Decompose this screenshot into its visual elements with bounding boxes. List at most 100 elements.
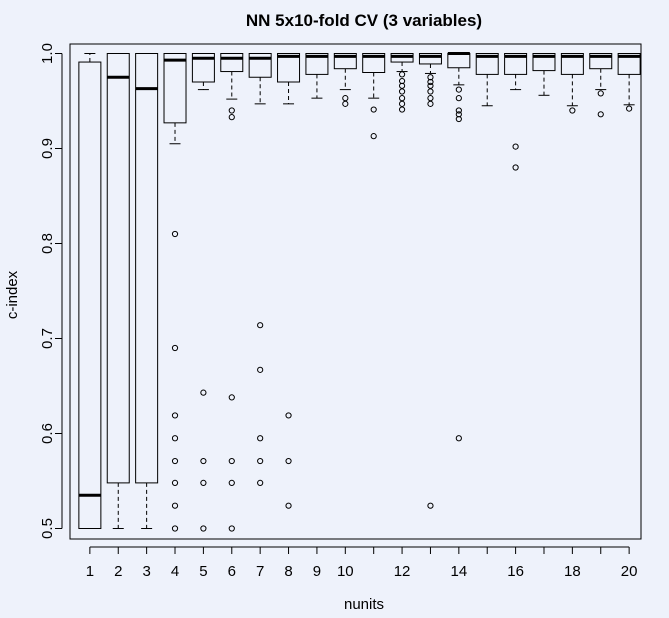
outlier-point xyxy=(257,457,264,465)
box-iqr xyxy=(504,53,528,75)
outlier-point xyxy=(427,78,434,86)
outlier-point xyxy=(228,457,235,465)
box-5 xyxy=(191,53,215,532)
box-3 xyxy=(135,53,159,529)
box-7 xyxy=(248,53,272,486)
x-tick-label: 20 xyxy=(621,563,638,580)
box-20 xyxy=(617,53,641,112)
outlier-point xyxy=(200,525,207,532)
box-iqr xyxy=(220,53,244,73)
outlier-point xyxy=(257,435,264,442)
outlier-point xyxy=(398,88,406,95)
outlier-point xyxy=(455,107,462,114)
outlier-point xyxy=(597,90,604,97)
outlier-point xyxy=(398,106,406,113)
outlier-point xyxy=(427,100,434,107)
box-17 xyxy=(532,53,556,96)
y-tick-label: 0.5 xyxy=(39,518,56,539)
outlier-point xyxy=(455,86,462,93)
outlier-point xyxy=(171,230,179,238)
y-axis-label: c-index xyxy=(4,270,21,319)
outlier-point xyxy=(285,457,292,465)
box-19 xyxy=(589,53,613,118)
box-15 xyxy=(475,53,499,107)
box-iqr xyxy=(163,53,187,124)
box-iqr xyxy=(617,53,641,75)
x-tick-label: 8 xyxy=(284,563,292,580)
box-4 xyxy=(163,53,187,532)
outlier-point xyxy=(228,394,235,401)
outlier-point xyxy=(427,502,434,509)
outlier-point xyxy=(342,100,349,107)
x-tick-label: 10 xyxy=(337,563,354,580)
x-tick-label: 5 xyxy=(199,563,207,580)
box-iqr xyxy=(191,53,215,83)
outlier-point xyxy=(228,525,235,532)
box-6 xyxy=(220,53,244,532)
outlier-point xyxy=(427,82,434,89)
outlier-point xyxy=(285,412,292,419)
plot-frame xyxy=(69,43,642,540)
outlier-point xyxy=(171,435,179,442)
x-tick-label: 16 xyxy=(507,563,524,580)
box-iqr xyxy=(106,53,130,484)
outlier-point xyxy=(455,115,462,123)
outlier-point xyxy=(171,412,179,419)
boxes-layer xyxy=(78,52,641,532)
outlier-point xyxy=(626,105,633,112)
outlier-point xyxy=(512,164,519,171)
box-iqr xyxy=(78,61,102,530)
x-axis: 1 2 3 4 5 6 7 8 9 10 12 14 16 18 20 xyxy=(86,546,638,580)
outlier-point xyxy=(257,479,264,486)
outlier-point xyxy=(285,502,292,509)
box-9 xyxy=(305,53,329,99)
outlier-point xyxy=(597,111,604,118)
outlier-point xyxy=(171,344,179,352)
y-tick-label: 0.6 xyxy=(39,423,56,444)
outlier-point xyxy=(171,525,179,532)
outlier-point xyxy=(200,457,207,465)
outlier-point xyxy=(569,107,576,114)
box-iqr xyxy=(305,53,329,75)
box-2 xyxy=(106,53,130,529)
box-16 xyxy=(504,53,528,171)
box-iqr xyxy=(418,53,442,65)
box-14 xyxy=(447,52,471,442)
y-tick-label: 0.8 xyxy=(39,233,56,254)
box-10 xyxy=(333,53,357,107)
y-tick-label: 0.7 xyxy=(39,328,56,349)
outlier-point xyxy=(398,100,406,107)
outlier-point xyxy=(171,457,179,465)
x-tick-label: 18 xyxy=(564,563,581,580)
outlier-point xyxy=(228,114,235,121)
outlier-point xyxy=(398,95,406,102)
x-tick-label: 2 xyxy=(114,563,122,580)
x-tick-label: 1 xyxy=(86,563,94,580)
outlier-point xyxy=(398,71,406,78)
box-iqr xyxy=(277,53,301,83)
outlier-point xyxy=(512,143,519,150)
y-tick-label: 0.9 xyxy=(39,138,56,159)
box-iqr xyxy=(560,53,584,75)
outlier-point xyxy=(427,95,434,102)
outlier-point xyxy=(200,479,207,486)
box-iqr xyxy=(135,53,159,484)
x-tick-label: 4 xyxy=(171,563,179,580)
y-axis: 0.5 0.6 0.7 0.8 0.9 1.0 xyxy=(39,43,63,539)
box-12 xyxy=(390,53,414,113)
box-8 xyxy=(277,53,301,509)
x-tick-label: 7 xyxy=(256,563,264,580)
outlier-point xyxy=(257,366,264,373)
x-axis-label: nunits xyxy=(344,596,384,613)
y-tick-label: 1.0 xyxy=(39,43,56,64)
outlier-point xyxy=(370,106,377,113)
outlier-point xyxy=(455,95,462,102)
outlier-point xyxy=(257,322,264,329)
outlier-point xyxy=(342,95,349,102)
box-13 xyxy=(418,53,442,509)
box-iqr xyxy=(447,53,471,69)
outlier-point xyxy=(370,133,377,140)
box-18 xyxy=(560,53,584,114)
box-iqr xyxy=(475,53,499,75)
